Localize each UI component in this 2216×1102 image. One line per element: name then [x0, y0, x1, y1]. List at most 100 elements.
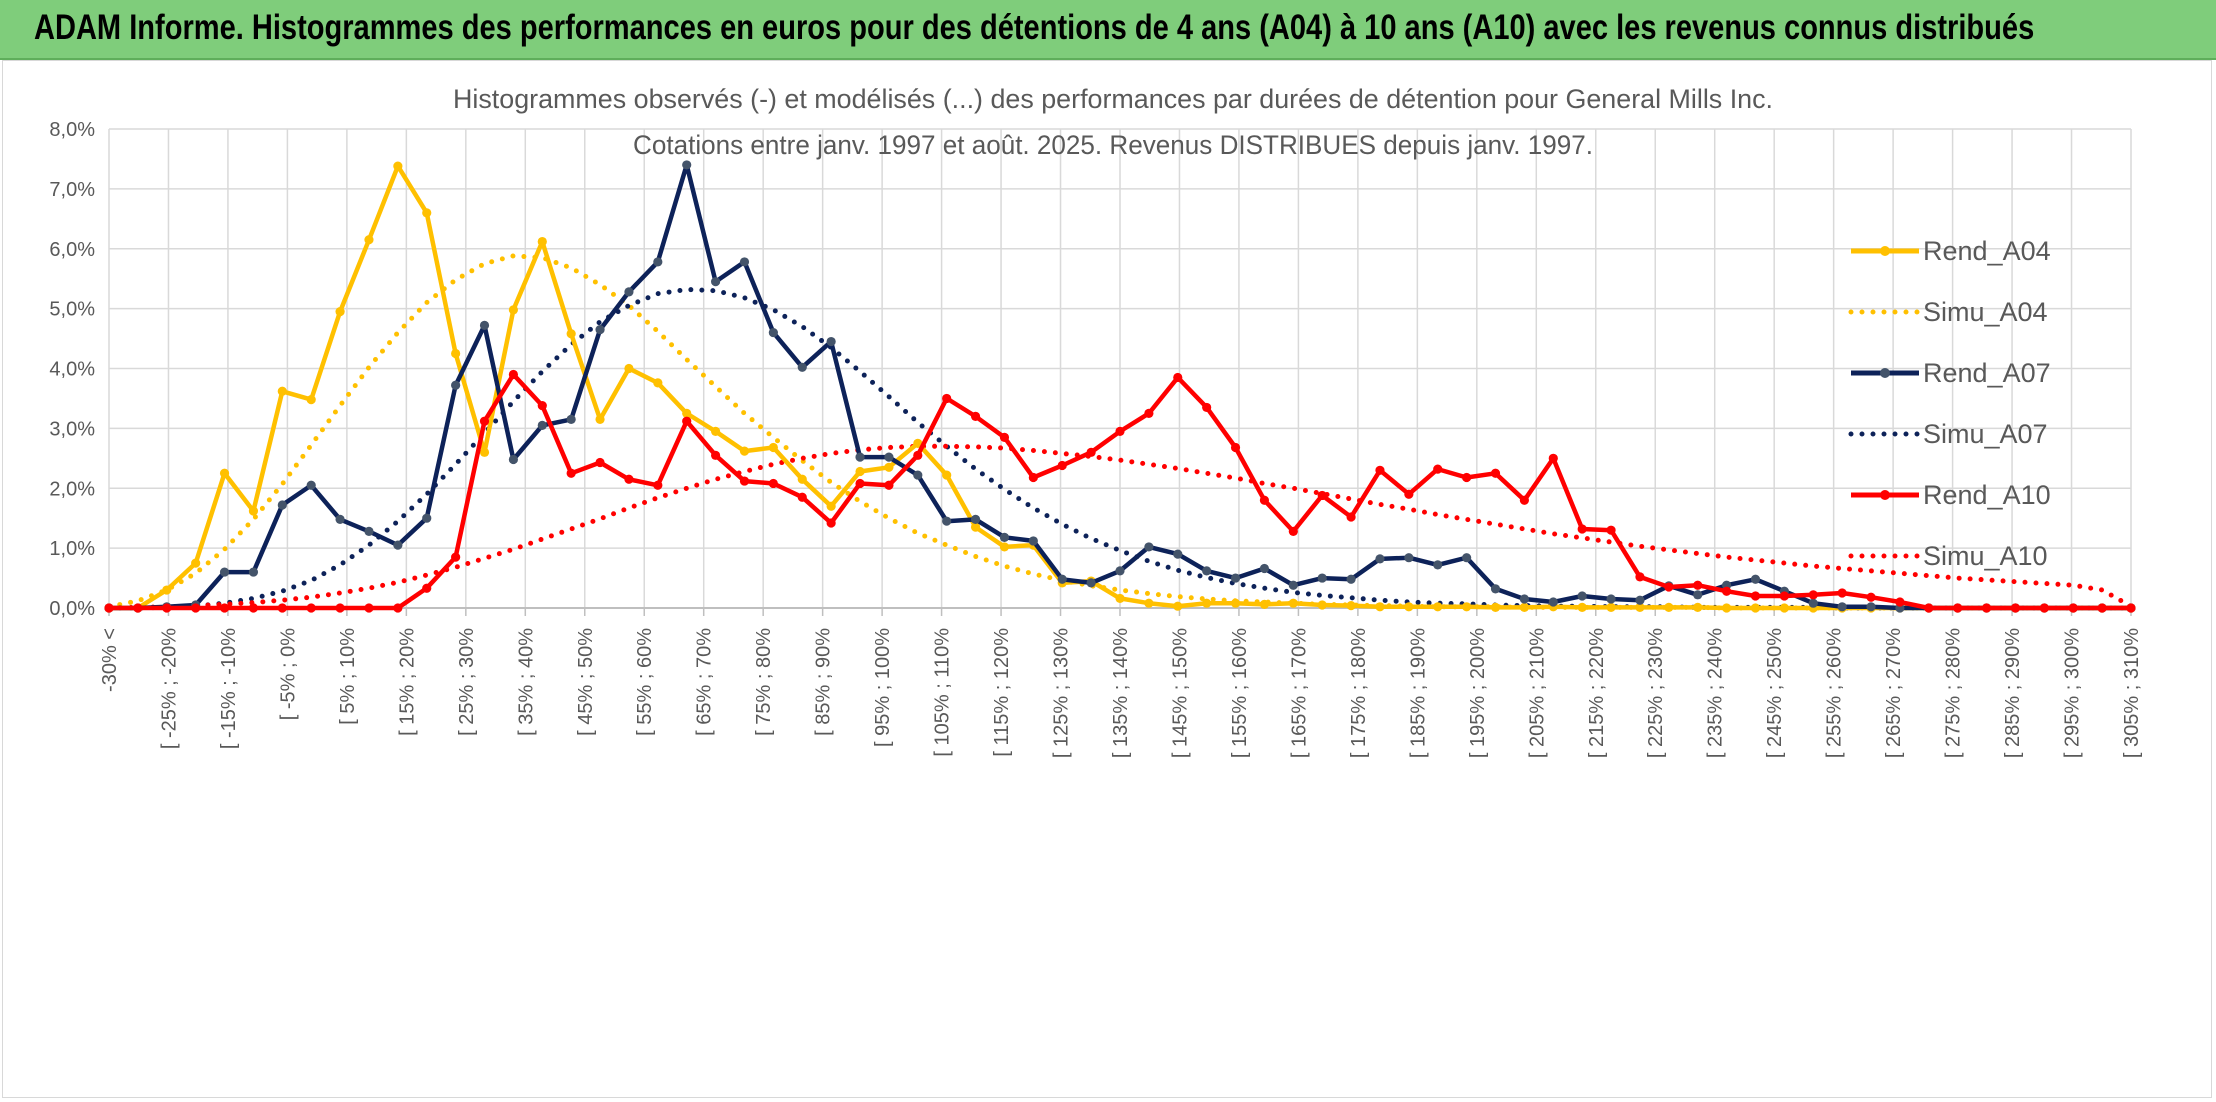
data-point-rend_a10	[1779, 591, 1789, 601]
data-point-rend_a04	[566, 329, 576, 339]
data-point-rend_a10	[104, 603, 114, 613]
data-point-rend_a04	[1606, 602, 1616, 613]
legend-label: Rend_A10	[1923, 480, 2051, 510]
x-tick-label: [ 15% ; 20%	[396, 628, 418, 736]
x-tick-label: [ 105% ; 110%	[932, 628, 954, 757]
data-point-rend_a04	[999, 542, 1010, 552]
data-point-rend_a07	[1433, 560, 1443, 570]
data-point-rend_a10	[1808, 590, 1818, 600]
data-point-rend_a07	[1202, 566, 1212, 576]
data-point-rend_a07	[451, 380, 461, 390]
data-point-rend_a04	[364, 235, 374, 245]
data-point-rend_a04	[1404, 602, 1414, 612]
data-point-rend_a10	[335, 603, 345, 613]
y-tick-label: 5,0%	[49, 299, 95, 321]
data-point-rend_a07	[595, 324, 605, 335]
data-point-rend_a10	[884, 480, 894, 490]
data-point-rend_a07	[537, 420, 547, 430]
data-point-rend_a07	[1404, 553, 1414, 563]
data-point-rend_a07	[1086, 578, 1096, 588]
data-point-rend_a04	[913, 438, 923, 448]
chart-subtitle: Cotations entre janv. 1997 et août. 2025…	[633, 130, 1593, 160]
data-point-rend_a10	[219, 603, 230, 613]
data-point-rend_a10	[2039, 603, 2049, 613]
data-point-rend_a04	[1722, 603, 1732, 613]
data-point-rend_a10	[1635, 572, 1645, 582]
x-tick-label: [ 155% ; 160%	[1229, 628, 1251, 758]
data-point-rend_a07	[1837, 602, 1847, 612]
data-point-rend_a07	[797, 362, 807, 372]
x-tick-label: [ 265% ; 270%	[1883, 628, 1905, 758]
data-point-rend_a10	[1953, 603, 1963, 613]
y-tick-label: 8,0%	[49, 119, 95, 141]
data-point-rend_a04	[162, 585, 172, 595]
y-tick-label: 0,0%	[49, 598, 95, 620]
data-point-rend_a07	[1173, 549, 1183, 559]
data-point-rend_a04	[1317, 600, 1327, 610]
legend-marker	[1880, 246, 1890, 256]
data-point-rend_a04	[942, 470, 952, 480]
data-point-rend_a10	[1895, 597, 1905, 607]
data-point-rend_a10	[913, 450, 923, 460]
data-point-rend_a07	[1635, 595, 1645, 605]
x-tick-label: -30% <	[99, 628, 121, 692]
data-point-rend_a10	[1490, 468, 1501, 478]
x-tick-label: [ 135% ; 140%	[1110, 628, 1132, 758]
chart-title: Histogrammes observés (-) et modélisés (…	[453, 84, 1773, 114]
data-point-rend_a04	[1490, 602, 1501, 613]
data-point-rend_a04	[479, 447, 490, 457]
data-point-rend_a07	[1259, 563, 1270, 574]
data-point-rend_a07	[306, 480, 316, 490]
data-point-rend_a10	[768, 478, 778, 489]
data-point-rend_a04	[970, 522, 981, 532]
data-point-rend_a04	[1779, 603, 1789, 613]
data-point-rend_a04	[1519, 602, 1529, 613]
data-point-rend_a07	[1750, 574, 1761, 584]
data-point-rend_a10	[942, 393, 952, 404]
data-point-rend_a10	[1548, 453, 1558, 463]
x-tick-label: [ 165% ; 170%	[1288, 628, 1310, 758]
data-point-rend_a07	[624, 287, 634, 297]
data-point-rend_a10	[711, 450, 721, 460]
x-tick-label: [ 205% ; 210%	[1526, 628, 1548, 758]
x-tick-label: [ 115% ; 120%	[991, 628, 1013, 757]
x-tick-label: [ 255% ; 260%	[1824, 628, 1846, 758]
data-point-rend_a10	[1057, 460, 1067, 471]
data-point-rend_a04	[277, 386, 287, 396]
x-tick-label: [ 95% ; 100%	[872, 628, 894, 747]
data-point-rend_a04	[191, 558, 201, 568]
data-point-rend_a10	[133, 603, 143, 613]
data-point-rend_a07	[1115, 566, 1125, 576]
data-point-rend_a10	[1837, 588, 1847, 598]
data-point-rend_a07	[1693, 590, 1703, 600]
data-point-rend_a07	[508, 454, 518, 465]
legend-label: Simu_A04	[1923, 297, 2048, 327]
data-point-rend_a10	[2097, 603, 2107, 613]
data-point-rend_a07	[942, 516, 952, 526]
data-point-rend_a10	[364, 603, 374, 613]
data-point-rend_a07	[768, 327, 778, 338]
data-point-rend_a04	[1750, 603, 1761, 613]
report-banner: ADAM Informe. Histogrammes des performan…	[0, 0, 2216, 60]
data-point-rend_a07	[1866, 602, 1876, 612]
data-point-rend_a04	[1346, 601, 1356, 611]
data-point-rend_a10	[1866, 592, 1876, 602]
data-point-rend_a07	[682, 160, 692, 170]
legend-marker	[1880, 368, 1890, 378]
x-tick-label: [ 235% ; 240%	[1705, 628, 1727, 758]
data-point-rend_a07	[999, 532, 1010, 542]
data-point-rend_a04	[219, 468, 230, 478]
data-point-rend_a04	[826, 501, 836, 511]
data-point-rend_a04	[739, 446, 750, 456]
data-point-rend_a10	[1606, 525, 1616, 535]
x-tick-label: [ 55% ; 60%	[634, 628, 656, 736]
data-point-rend_a04	[248, 506, 259, 516]
data-point-rend_a07	[913, 470, 923, 480]
data-point-rend_a10	[1115, 426, 1125, 436]
data-point-rend_a04	[537, 236, 547, 247]
data-point-rend_a04	[1664, 602, 1674, 613]
data-point-rend_a10	[306, 603, 316, 613]
data-point-rend_a04	[1115, 593, 1125, 604]
data-point-rend_a07	[219, 567, 230, 577]
data-point-rend_a10	[1981, 603, 1992, 613]
